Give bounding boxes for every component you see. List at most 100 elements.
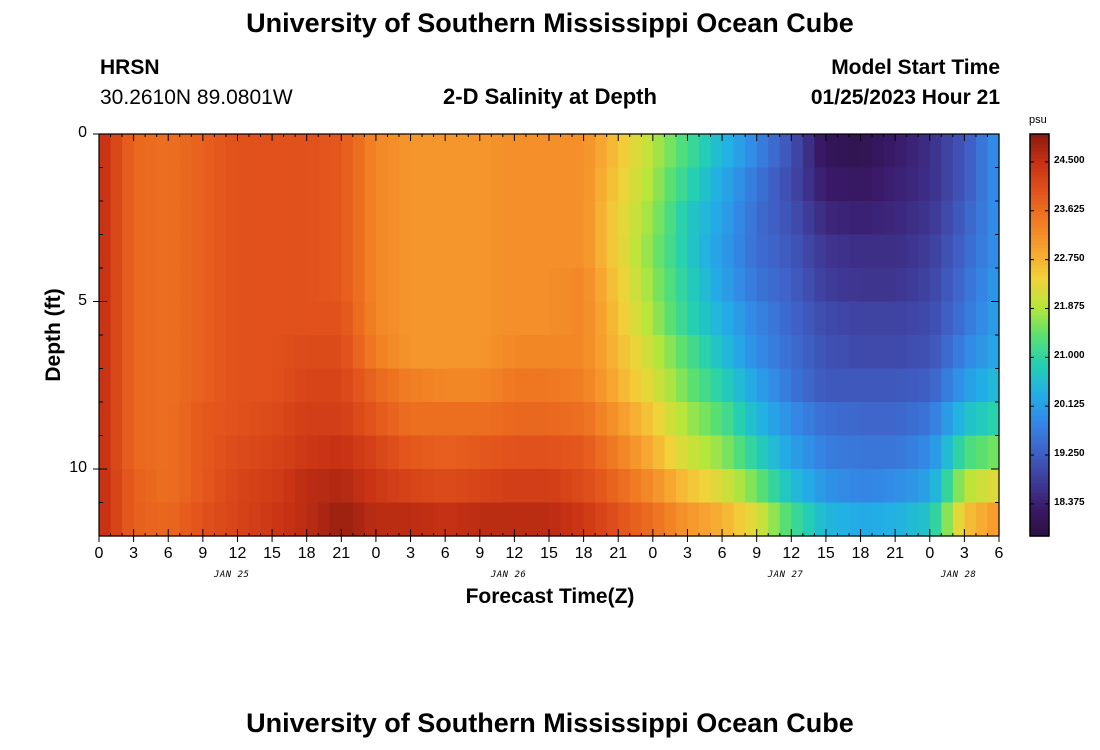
heatmap-cell xyxy=(225,134,239,169)
colorbar-segment xyxy=(1030,458,1049,463)
heatmap-cell xyxy=(952,335,965,370)
heatmap-cell xyxy=(929,435,942,470)
heatmap-cell xyxy=(295,201,308,236)
heatmap-cell xyxy=(202,402,215,437)
heatmap-cell xyxy=(779,234,792,269)
heatmap-cell xyxy=(410,368,423,403)
colorbar-segment xyxy=(1030,204,1049,209)
heatmap-cell xyxy=(525,268,539,303)
heatmap-cell xyxy=(652,268,665,303)
heatmap-cell xyxy=(318,469,331,504)
heatmap-cell xyxy=(687,268,700,303)
heatmap-cell xyxy=(433,201,446,236)
heatmap-cell xyxy=(364,301,377,336)
heatmap-cell xyxy=(249,234,262,269)
heatmap-cell xyxy=(156,335,169,370)
heatmap-cell xyxy=(595,335,608,370)
heatmap-cell xyxy=(837,201,850,236)
heatmap-cell xyxy=(629,201,642,236)
heatmap-cell xyxy=(941,335,954,370)
heatmap-cell xyxy=(375,335,389,370)
heatmap-cell xyxy=(525,201,539,236)
heatmap-cell xyxy=(687,201,700,236)
heatmap-cell xyxy=(895,201,908,236)
colorbar-segment xyxy=(1030,234,1049,239)
heatmap-cell xyxy=(560,301,573,336)
heatmap-cell xyxy=(387,502,400,537)
heatmap-cell xyxy=(652,435,665,470)
heatmap-cell xyxy=(191,469,204,504)
heatmap-cell xyxy=(260,435,273,470)
x-tick-label: 3 xyxy=(959,545,969,562)
heatmap-cell xyxy=(341,402,354,437)
heatmap-cell xyxy=(952,502,965,537)
heatmap-cell xyxy=(145,402,158,437)
heatmap-cell xyxy=(306,368,319,403)
heatmap-cell xyxy=(237,469,250,504)
heatmap-cell xyxy=(525,335,539,370)
heatmap-cell xyxy=(168,201,181,236)
colorbar-segment xyxy=(1030,244,1049,249)
heatmap-cell xyxy=(929,234,942,269)
heatmap-cell xyxy=(514,402,527,437)
y-tick-label: 5 xyxy=(78,291,87,309)
heatmap-cell xyxy=(802,402,815,437)
heatmap-cell xyxy=(502,134,515,169)
colorbar-segment xyxy=(1030,381,1049,386)
heatmap-cell xyxy=(745,301,758,336)
heatmap-cell xyxy=(768,469,781,504)
heatmap-cell xyxy=(260,368,273,403)
heatmap-cell xyxy=(906,167,919,202)
heatmap-cell xyxy=(941,201,954,236)
heatmap-cell xyxy=(872,335,885,370)
footer-title: University of Southern Mississippi Ocean… xyxy=(246,708,854,738)
heatmap-cell xyxy=(156,234,169,269)
x-tick-label: 15 xyxy=(817,545,835,562)
heatmap-cell xyxy=(156,469,169,504)
heatmap-cell xyxy=(906,134,919,169)
heatmap-cell xyxy=(99,402,112,437)
heatmap-cell xyxy=(941,268,954,303)
heatmap-cell xyxy=(399,134,412,169)
heatmap-cell xyxy=(422,402,435,437)
heatmap-cell xyxy=(537,435,550,470)
heatmap-cell xyxy=(191,134,204,169)
heatmap-cell xyxy=(849,402,862,437)
heatmap-cells xyxy=(99,134,1000,537)
heatmap-cell xyxy=(433,301,446,336)
heatmap-cell xyxy=(629,469,642,504)
heatmap-cell xyxy=(652,201,665,236)
heatmap-cell xyxy=(468,234,481,269)
heatmap-cell xyxy=(191,201,204,236)
heatmap-cell xyxy=(295,502,308,537)
heatmap-cell xyxy=(445,167,458,202)
heatmap-cell xyxy=(929,134,942,169)
heatmap-cell xyxy=(768,234,781,269)
heatmap-cell xyxy=(814,301,827,336)
heatmap-cell xyxy=(975,402,989,437)
heatmap-cell xyxy=(468,402,481,437)
colorbar-segment xyxy=(1030,408,1049,413)
heatmap-cell xyxy=(445,469,458,504)
day-label: JAN 27 xyxy=(767,570,804,580)
heatmap-cell xyxy=(814,402,827,437)
heatmap-cell xyxy=(883,368,896,403)
heatmap-cell xyxy=(675,201,689,236)
heatmap-cell xyxy=(399,301,412,336)
heatmap-cell xyxy=(306,201,319,236)
colorbar-segment xyxy=(1030,194,1049,199)
heatmap-cell xyxy=(145,234,158,269)
heatmap-cell xyxy=(572,402,585,437)
heatmap-cell xyxy=(387,335,400,370)
heatmap-cell xyxy=(918,469,931,504)
heatmap-cell xyxy=(641,335,654,370)
heatmap-cell xyxy=(514,201,527,236)
heatmap-cell xyxy=(422,469,435,504)
heatmap-cell xyxy=(306,402,319,437)
colorbar-segment xyxy=(1030,251,1049,256)
heatmap-cell xyxy=(214,201,227,236)
x-tick-label: 12 xyxy=(505,545,524,562)
heatmap-cell xyxy=(779,201,792,236)
heatmap-cell xyxy=(295,167,308,202)
